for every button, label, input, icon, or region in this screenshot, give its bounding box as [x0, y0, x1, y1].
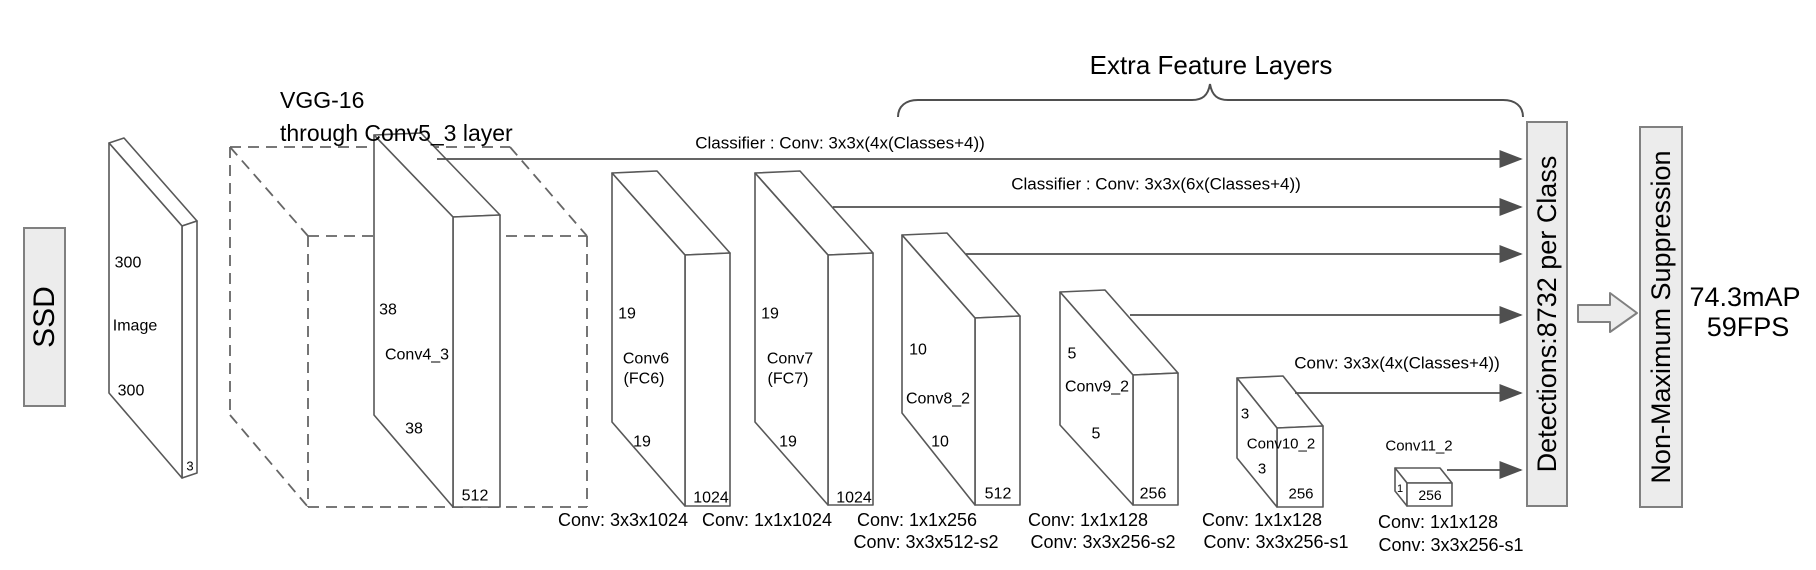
ssd-label-box [23, 227, 66, 407]
image-input-label-3: 3 [186, 459, 193, 474]
conv-op-label-9: Conv: 3x3x256-s1 [1378, 535, 1523, 555]
conv6-label-4: 1024 [693, 490, 729, 507]
conv8_2-label-1: Conv8_2 [906, 391, 970, 408]
conv7-label-4: 1024 [836, 490, 872, 507]
conv7-label-1: Conv7 [767, 351, 813, 368]
conv8_2-front-face [901, 234, 976, 506]
conv-op-label-5: Conv: 3x3x256-s2 [1030, 532, 1175, 552]
conv6-label-0: 19 [618, 306, 636, 323]
conv8_2-label-3: 512 [985, 486, 1012, 503]
conv4_3-side-face [452, 214, 501, 508]
conv7-label-3: 19 [779, 434, 797, 451]
conv10_2-label-3: 256 [1288, 486, 1313, 503]
conv9_2-label-1: Conv9_2 [1065, 379, 1129, 396]
conv10_2-label-2: 3 [1258, 461, 1266, 478]
conv11_2-label-0: Conv11_2 [1385, 438, 1452, 455]
conv11_2-label-2: 256 [1418, 487, 1442, 503]
image-input-side-face [181, 220, 198, 479]
conv6-label-3: 19 [633, 434, 651, 451]
conv8_2-side-face [974, 315, 1021, 506]
conv8_2-label-2: 10 [931, 434, 949, 451]
classifier-label-1: Classifier : Conv: 3x3x(6x(Classes+4)) [1011, 175, 1301, 194]
conv8_2-label-0: 10 [909, 342, 927, 359]
result-map: 74.3mAP [1689, 282, 1800, 312]
conv-op-label-3: Conv: 3x3x512-s2 [853, 532, 998, 552]
conv-op-label-8: Conv: 1x1x128 [1378, 512, 1498, 532]
conv6-label-2: (FC6) [624, 371, 665, 388]
vgg16-dashed-box-edge [229, 146, 309, 237]
conv-op-label-1: Conv: 1x1x1024 [702, 510, 832, 530]
conv7-label-0: 19 [761, 306, 779, 323]
extra-feature-layers-title: Extra Feature Layers [1090, 50, 1333, 80]
nms-box [1639, 126, 1683, 508]
conv-op-label-7: Conv: 3x3x256-s1 [1203, 532, 1348, 552]
conv10_2-label-0: 3 [1241, 406, 1249, 423]
conv-op-label-4: Conv: 1x1x128 [1028, 510, 1148, 530]
conv7-front-face [754, 172, 829, 506]
conv-op-label-2: Conv: 1x1x256 [857, 510, 977, 530]
conv4_3-label-2: 38 [405, 421, 423, 438]
conv11_2-front-face [1406, 482, 1453, 507]
conv9_2-front-face [1059, 291, 1134, 506]
classifier-label-0: Classifier : Conv: 3x3x(4x(Classes+4)) [695, 134, 985, 153]
ssd-label: SSD [28, 286, 61, 348]
vgg16-title-line1: VGG-16 [280, 87, 364, 113]
conv9_2-label-2: 5 [1092, 426, 1101, 443]
vgg16-title-line2: through Conv5_3 layer [280, 120, 513, 146]
conv-op-label-6: Conv: 1x1x128 [1202, 510, 1322, 530]
conv4_3-label-3: 512 [462, 488, 489, 505]
conv6-label-1: Conv6 [623, 351, 669, 368]
conv-op-label-0: Conv: 3x3x1024 [558, 510, 688, 530]
vgg16-dashed-box-edge [229, 414, 309, 508]
detections-box [1526, 121, 1568, 507]
image-input-label-1: Image [113, 318, 158, 335]
extra-feature-layers-brace [897, 83, 1524, 118]
conv7-side-face [827, 252, 874, 506]
conv6-side-face [684, 252, 731, 507]
conv4_3-label-0: 38 [379, 302, 397, 319]
conv9_2-label-0: 5 [1068, 346, 1077, 363]
result-fps: 59FPS [1707, 312, 1790, 342]
conv7-label-2: (FC7) [768, 371, 809, 388]
image-input-front-face [108, 142, 183, 479]
conv9_2-label-3: 256 [1140, 486, 1167, 503]
image-input-label-2: 300 [118, 383, 145, 400]
detections-label: Detections:8732 per Class [1532, 156, 1562, 473]
conv4_3-front-face [373, 134, 454, 508]
conv6-front-face [611, 172, 686, 507]
conv11_2-label-1: 1 [1397, 483, 1403, 495]
vgg16-dashed-box-edge [509, 146, 588, 237]
block-arrow-icon [1577, 292, 1638, 333]
conv10_2-front-face [1236, 377, 1278, 508]
image-input-label-0: 300 [115, 255, 142, 272]
conv4_3-label-1: Conv4_3 [385, 347, 449, 364]
nms-label: Non-Maximum Suppression [1646, 150, 1676, 483]
classifier-label-2: Conv: 3x3x(4x(Classes+4)) [1294, 354, 1500, 373]
conv10_2-label-1: Conv10_2 [1247, 436, 1315, 453]
